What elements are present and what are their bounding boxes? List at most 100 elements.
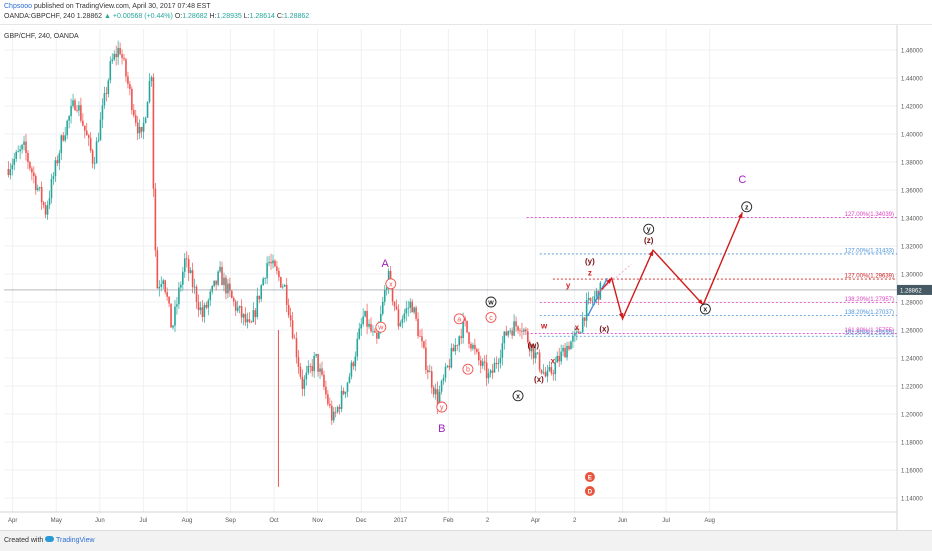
candle-body (305, 372, 308, 380)
candle-body (19, 149, 21, 152)
candle-body (31, 168, 33, 173)
candle-body (368, 323, 370, 327)
candle-body (301, 376, 304, 389)
wave-label: (z) (644, 236, 654, 245)
candle-body (172, 325, 174, 328)
candle-body (203, 304, 206, 317)
candle-body (25, 141, 27, 153)
candle-body (411, 301, 413, 313)
y-tick-label: 1.44000 (901, 77, 923, 83)
candle-body (297, 357, 300, 367)
candle-body (252, 310, 255, 322)
candle-body (183, 258, 186, 272)
high-label: H: (209, 13, 217, 20)
candle-body (148, 81, 151, 102)
candle-body (54, 160, 57, 177)
candle-body (101, 105, 104, 120)
chart-frame[interactable]: 1.14000 1.16000 1.18000 1.20000 1.22000 1.240… (0, 24, 932, 531)
created-with-text: Created with (4, 537, 44, 544)
chart-background (0, 25, 932, 531)
candle-body (182, 271, 184, 285)
candle-body (238, 306, 241, 308)
fib-level-label: 127.00%(1.31433) (845, 248, 894, 254)
candle-body (299, 366, 302, 377)
candle-body (430, 371, 433, 388)
candle-body (62, 135, 65, 141)
candle-body (383, 290, 386, 302)
tradingview-cloud-icon (45, 536, 54, 542)
candle-body (577, 331, 580, 334)
candle-body (583, 317, 586, 321)
candle-body (393, 301, 396, 307)
candle-body (193, 286, 196, 288)
x-tick-label: Sep (225, 518, 236, 524)
wave-label: (w) (527, 341, 539, 350)
candle-body (350, 362, 353, 377)
candle-body (217, 271, 219, 285)
candle-body (325, 386, 327, 395)
y-tick-label: 1.16000 (901, 469, 923, 475)
candle-body (391, 280, 394, 302)
x-tick-label: Jun (618, 518, 628, 524)
projection-arrowhead (606, 278, 612, 284)
fib-level-label: 161.80%(1.25755) (845, 328, 894, 334)
candle-body (199, 307, 202, 311)
candle-body (503, 331, 506, 344)
candle-body (342, 390, 345, 395)
candle-body (97, 140, 100, 142)
candle-body (352, 362, 355, 367)
candle-body (360, 324, 362, 329)
y-tick-label: 1.40000 (901, 133, 923, 139)
candle-body (466, 320, 468, 333)
candle-body (405, 308, 408, 314)
candle-body (274, 260, 276, 267)
candle-body (438, 391, 441, 406)
wave-label: (x) (599, 324, 609, 333)
candle-body (78, 105, 80, 111)
candle-body (585, 300, 588, 321)
wave-label: y (566, 281, 571, 290)
x-tick-label: Nov (312, 518, 323, 524)
candle-body (266, 263, 268, 279)
candle-body (432, 387, 435, 395)
candle-body (523, 329, 525, 332)
price-chart[interactable]: 1.14000 1.16000 1.18000 1.20000 1.22000 1.240… (0, 25, 932, 531)
candle-body (491, 370, 494, 373)
candle-body (91, 150, 94, 164)
wave-label-circle (741, 201, 753, 213)
candle-body (242, 314, 245, 318)
candle-body (307, 365, 310, 373)
candle-body (189, 270, 192, 273)
candle-body (272, 260, 274, 264)
candle-body (509, 330, 511, 332)
candle-body (131, 88, 133, 111)
candle-body (556, 355, 559, 363)
candle-body (495, 362, 498, 365)
candle-body (540, 369, 543, 374)
candle-body (485, 362, 488, 379)
candle-body (74, 100, 76, 111)
candle-body (356, 338, 359, 357)
event-marker-label: D (588, 489, 593, 495)
candle-body (168, 296, 170, 304)
candle-body (474, 344, 476, 350)
candle-body (256, 295, 259, 317)
wave-label: x (703, 307, 707, 314)
candle-body (29, 162, 31, 169)
candle-body (281, 286, 284, 288)
wave-label-circle (436, 401, 448, 413)
candle-body (319, 368, 321, 372)
author-link[interactable]: Chpsooo (4, 3, 33, 10)
candle-body (574, 332, 576, 336)
candle-body (517, 326, 519, 331)
tradingview-link[interactable]: TradingView (56, 537, 95, 544)
candles (7, 40, 602, 426)
candle-body (570, 341, 572, 350)
candle-body (372, 330, 374, 332)
candle-body (444, 366, 447, 378)
y-tick-label: 1.26000 (901, 329, 923, 335)
candle-body (293, 337, 296, 339)
candle-body (552, 373, 555, 375)
candle-body (164, 280, 166, 293)
candle-body (425, 347, 427, 370)
